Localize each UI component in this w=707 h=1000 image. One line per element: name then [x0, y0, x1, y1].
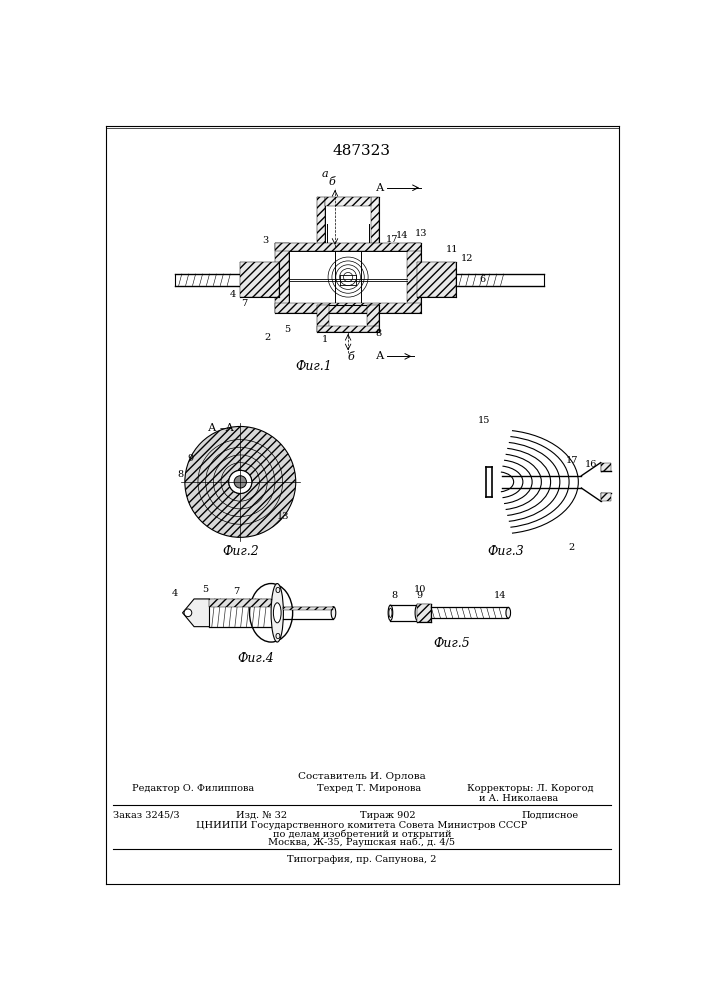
Text: 8: 8 — [376, 329, 382, 338]
Text: 9: 9 — [416, 591, 423, 600]
Text: 1: 1 — [322, 335, 328, 344]
Text: 14: 14 — [494, 591, 507, 600]
Polygon shape — [182, 599, 209, 627]
Text: 5: 5 — [284, 325, 291, 334]
Ellipse shape — [331, 607, 336, 619]
Bar — [317, 305, 329, 332]
Bar — [317, 326, 379, 332]
Ellipse shape — [250, 584, 293, 642]
Ellipse shape — [415, 605, 420, 620]
Text: 11: 11 — [446, 245, 458, 254]
Text: б: б — [348, 352, 354, 362]
Circle shape — [234, 476, 247, 488]
Bar — [417, 604, 431, 622]
Bar — [371, 197, 379, 247]
Text: А –А: А –А — [208, 423, 234, 433]
Text: о: о — [274, 631, 280, 641]
Bar — [275, 303, 421, 312]
Text: о: о — [274, 585, 280, 595]
Circle shape — [229, 470, 252, 493]
Bar — [317, 197, 325, 247]
Text: по делам изобретений и открытий: по делам изобретений и открытий — [273, 829, 451, 839]
Text: Фиг.1: Фиг.1 — [295, 360, 332, 373]
Text: б: б — [329, 177, 335, 187]
Text: 13: 13 — [415, 229, 428, 238]
Text: 4: 4 — [172, 589, 178, 598]
Bar — [284, 607, 334, 610]
Ellipse shape — [389, 608, 392, 617]
Ellipse shape — [506, 607, 510, 618]
Text: Фиг.5: Фиг.5 — [433, 637, 470, 650]
Bar — [275, 243, 421, 251]
Text: Редактор О. Филиппова: Редактор О. Филиппова — [132, 784, 255, 793]
Text: 10: 10 — [414, 585, 426, 594]
Text: 7: 7 — [241, 299, 247, 308]
Text: 17: 17 — [566, 456, 578, 465]
Circle shape — [184, 609, 192, 617]
Text: 15: 15 — [478, 416, 491, 425]
Text: Изд. № 32: Изд. № 32 — [236, 811, 288, 820]
Text: и А. Николаева: и А. Николаева — [479, 794, 558, 803]
Bar — [601, 463, 611, 471]
Text: 2: 2 — [264, 333, 270, 342]
Text: 12: 12 — [461, 254, 474, 263]
Text: Тираж 902: Тираж 902 — [360, 811, 415, 820]
Bar — [209, 599, 271, 607]
Text: 2: 2 — [568, 543, 575, 552]
Text: А: А — [376, 183, 385, 193]
Ellipse shape — [268, 599, 274, 627]
Text: Составитель И. Орлова: Составитель И. Орлова — [298, 772, 426, 781]
Bar — [368, 305, 379, 332]
Bar — [407, 243, 421, 312]
Text: ЦНИИПИ Государственного комитета Совета Министров СССР: ЦНИИПИ Государственного комитета Совета … — [197, 821, 527, 830]
Text: 4: 4 — [230, 290, 235, 299]
Text: 5: 5 — [203, 585, 209, 594]
Text: 6: 6 — [480, 275, 486, 284]
Text: 8: 8 — [177, 470, 183, 479]
Bar — [240, 262, 279, 297]
Text: Техред Т. Миронова: Техред Т. Миронова — [317, 784, 421, 793]
Text: А: А — [376, 351, 385, 361]
Ellipse shape — [388, 605, 393, 620]
Text: 3: 3 — [262, 236, 269, 245]
Text: Фиг.2: Фиг.2 — [222, 545, 259, 558]
Text: 16: 16 — [585, 460, 597, 469]
Bar — [417, 262, 456, 297]
Text: Фиг.3: Фиг.3 — [488, 545, 525, 558]
Text: 13: 13 — [276, 512, 289, 521]
Text: 487323: 487323 — [333, 144, 391, 158]
Ellipse shape — [274, 603, 281, 623]
Text: Корректоры: Л. Корогод: Корректоры: Л. Корогод — [467, 784, 594, 793]
Bar — [275, 243, 288, 312]
Text: Москва, Ж-35, Раушская наб., д. 4/5: Москва, Ж-35, Раушская наб., д. 4/5 — [269, 838, 455, 847]
Wedge shape — [185, 426, 296, 537]
Text: 14: 14 — [396, 231, 408, 240]
Text: Заказ 3245/3: Заказ 3245/3 — [113, 811, 180, 820]
Ellipse shape — [271, 584, 284, 642]
Bar — [601, 493, 611, 501]
Text: 7: 7 — [233, 587, 240, 596]
Text: 17: 17 — [386, 235, 398, 244]
Bar — [325, 197, 371, 206]
Text: Подписное: Подписное — [521, 811, 578, 820]
Text: 8: 8 — [391, 591, 397, 600]
Text: а: а — [322, 169, 328, 179]
Text: Фиг.4: Фиг.4 — [238, 652, 274, 666]
Text: Типография, пр. Сапунова, 2: Типография, пр. Сапунова, 2 — [287, 855, 437, 864]
Text: 9: 9 — [187, 454, 193, 463]
